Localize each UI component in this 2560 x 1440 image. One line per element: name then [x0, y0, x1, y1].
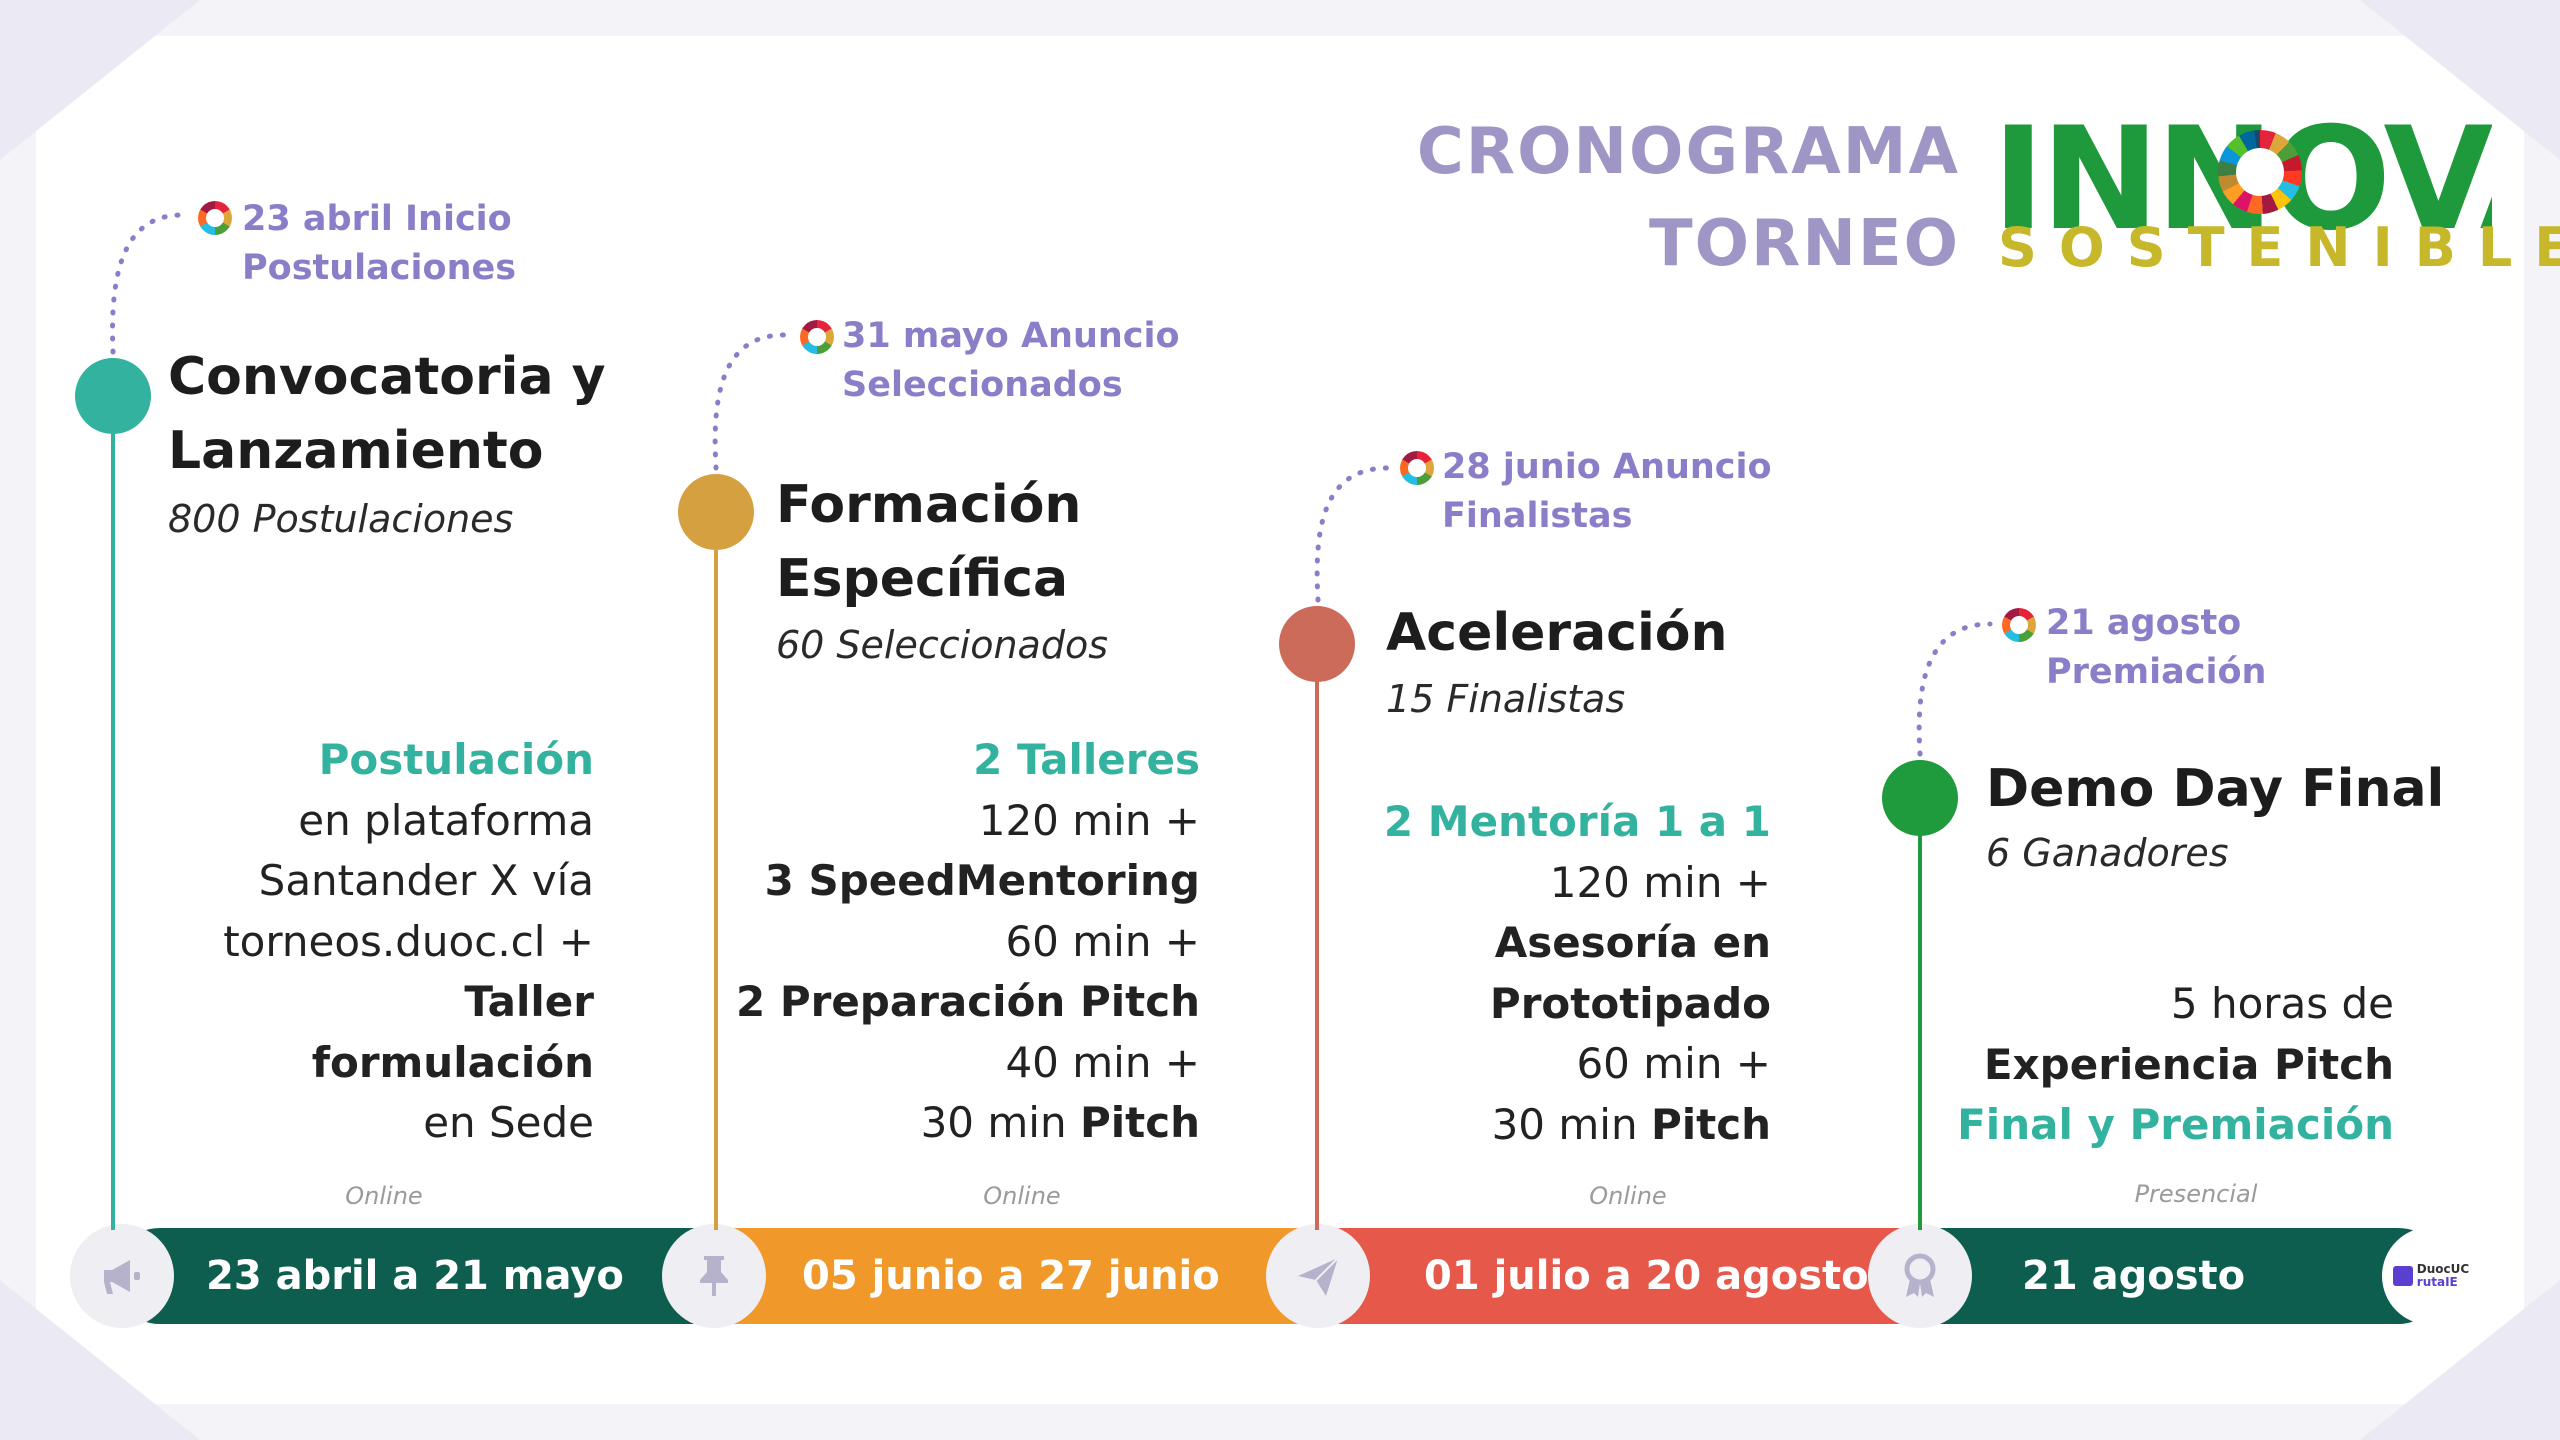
milestone-2-title-line1: Formación — [776, 475, 1082, 535]
dates-label-3: 01 julio a 20 agosto — [1424, 1253, 1869, 1299]
title-line-2: TORNEO — [1648, 207, 1960, 281]
annotation-3-line2: Finalistas — [1442, 496, 1633, 536]
sdg-wheel-icon — [2218, 130, 2302, 214]
desc-1-line4: torneos.duoc.cl + — [223, 916, 594, 966]
sdg-icon — [1400, 451, 1434, 485]
milestone-3-title: Aceleración — [1386, 596, 1728, 670]
desc-3-line3: Asesoría en — [1494, 918, 1771, 967]
annotation-1-line1: 23 abril Inicio — [242, 199, 512, 239]
mode-label-3: Online — [1589, 1182, 1667, 1210]
timeline-line-4 — [1918, 830, 1922, 1230]
milestone-dot-4 — [1882, 760, 1958, 836]
megaphone-icon — [70, 1224, 174, 1328]
milestone-4-title: Demo Day Final — [1986, 752, 2444, 826]
desc-2-line2: 120 min + — [978, 795, 1200, 845]
timeline-line-1 — [111, 430, 115, 1230]
annotation-1: 23 abril Inicio Postulaciones — [242, 195, 516, 293]
desc-2-line7-text: 30 min — [920, 1098, 1080, 1147]
duoc-logo-line2: rutaIE — [2416, 1275, 2458, 1289]
title-line-1: CRONOGRAMA — [1416, 115, 1960, 189]
desc-2-line5: 2 Preparación Pitch — [735, 977, 1200, 1026]
desc-2-line7-bold: Pitch — [1079, 1098, 1200, 1147]
desc-4-line2: Experiencia Pitch — [1983, 1039, 2394, 1089]
desc-2-line1: 2 Talleres — [973, 735, 1200, 784]
annotation-4-line1: 21 agosto — [2046, 603, 2242, 643]
desc-3-line1: 2 Mentoría 1 a 1 — [1383, 797, 1771, 846]
sdg-icon — [800, 320, 834, 354]
annotation-3: 28 junio Anuncio Finalistas — [1442, 443, 1772, 541]
milestone-dot-2 — [678, 474, 754, 550]
annotation-2-line2: Seleccionados — [842, 365, 1123, 405]
milestone-2-description: 2 Talleres 120 min + 3 SpeedMentoring 60… — [700, 730, 1200, 1154]
annotation-2: 31 mayo Anuncio Seleccionados — [842, 312, 1180, 410]
desc-3-line6-text: 30 min — [1491, 1099, 1651, 1149]
desc-1-line5: Taller formulación — [311, 977, 594, 1087]
annotation-4: 21 agosto Premiación — [2046, 599, 2266, 697]
desc-3-line6: 30 min Pitch — [1271, 1095, 1771, 1156]
desc-2-line6: 40 min + — [1005, 1037, 1200, 1087]
milestone-2-title-line2: Específica — [776, 549, 1069, 609]
milestone-3-subtitle: 15 Finalistas — [1386, 677, 1626, 721]
duoc-mark-icon — [2392, 1266, 2413, 1286]
desc-1-line6: en Sede — [423, 1098, 594, 1147]
award-icon — [1868, 1224, 1972, 1328]
desc-2-line7: 30 min Pitch — [700, 1093, 1200, 1154]
milestone-dot-1 — [75, 358, 151, 434]
dates-label-2: 05 junio a 27 junio — [802, 1253, 1220, 1299]
page-card — [36, 36, 2524, 1404]
desc-4-line1: 5 horas de — [2170, 979, 2394, 1028]
desc-1-line3: Santander X vía — [258, 856, 594, 905]
sdg-icon — [198, 201, 232, 235]
mode-label-4: Presencial — [2134, 1180, 2258, 1208]
timeline-bar-2 — [712, 1228, 1332, 1324]
desc-3-line2: 120 min + — [1549, 857, 1771, 907]
milestone-2-subtitle: 60 Seleccionados — [776, 623, 1108, 667]
desc-3-line4: Prototipado — [1489, 978, 1771, 1028]
annotation-4-line2: Premiación — [2046, 652, 2267, 692]
milestone-1-title-line1: Convocatoria y — [168, 347, 606, 407]
desc-3-line5: 60 min + — [1576, 1039, 1771, 1088]
dates-label-4: 21 agosto — [2022, 1253, 2246, 1299]
milestone-1-subtitle: 800 Postulaciones — [168, 497, 514, 541]
annotation-3-line1: 28 junio Anuncio — [1442, 447, 1772, 487]
annotation-1-line2: Postulaciones — [242, 248, 517, 288]
timeline-bar-4 — [1916, 1228, 2446, 1324]
annotation-2-line1: 31 mayo Anuncio — [842, 316, 1180, 356]
pin-icon — [662, 1224, 766, 1328]
duoc-logo-line1: DuocUC — [2416, 1262, 2470, 1276]
mode-label-1: Online — [345, 1182, 423, 1210]
duoc-logo: DuocUC rutaIE — [2382, 1227, 2480, 1325]
milestone-2-title: Formación Específica — [776, 468, 1081, 616]
timeline-bar-3 — [1316, 1228, 1936, 1324]
paper-plane-icon — [1266, 1224, 1370, 1328]
desc-2-line4: 60 min + — [1005, 916, 1200, 966]
milestone-4-subtitle: 6 Ganadores — [1986, 831, 2229, 875]
mode-label-2: Online — [983, 1182, 1061, 1210]
milestone-3-description: 2 Mentoría 1 a 1 120 min + Asesoría en P… — [1271, 792, 1771, 1155]
desc-2-line3: 3 SpeedMentoring — [764, 856, 1200, 905]
milestone-1-title-line2: Lanzamiento — [168, 421, 544, 481]
sdg-icon — [2002, 608, 2036, 642]
dates-label-1: 23 abril a 21 mayo — [206, 1253, 624, 1299]
milestone-1-description: Postulación en plataforma Santander X ví… — [174, 730, 594, 1154]
timeline-line-2 — [714, 550, 718, 1230]
desc-1-line1: Postulación — [318, 735, 594, 784]
milestone-3-title-line1: Aceleración — [1386, 603, 1728, 663]
timeline-line-3 — [1315, 680, 1319, 1230]
timeline-bar-1 — [112, 1228, 732, 1324]
desc-1-line2: en plataforma — [298, 795, 594, 845]
milestone-1-title: Convocatoria y Lanzamiento — [168, 340, 606, 488]
milestone-4-description: 5 horas de Experiencia Pitch Final y Pre… — [1894, 974, 2394, 1156]
logo-sostenible: SOSTENIBLE — [1998, 216, 2560, 279]
milestone-dot-3 — [1279, 606, 1355, 682]
milestone-4-title-line1: Demo Day Final — [1986, 759, 2445, 819]
desc-3-line6-bold: Pitch — [1650, 1099, 1771, 1149]
desc-4-line3: Final y Premiación — [1957, 1100, 2394, 1149]
